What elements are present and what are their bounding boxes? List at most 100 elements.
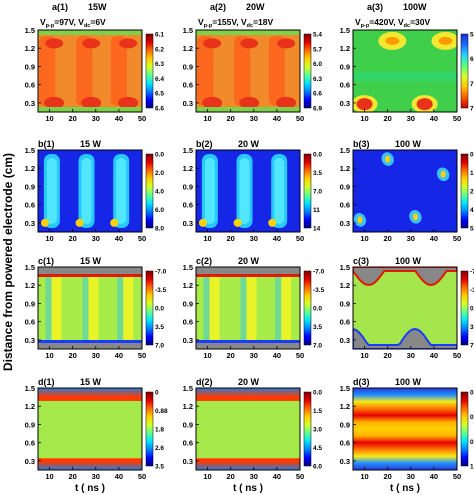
colorbar-label: 6.6 xyxy=(313,91,322,98)
panel-power: 15 W xyxy=(80,377,102,387)
panel-b2: 10 20 30 40 50 0.3 0.6 0.9 1.2 1.5 0.0 3.5 7.0 11 14 b(… xyxy=(183,139,323,243)
panel-tag: a(2) xyxy=(210,2,226,12)
panel-power: 100 W xyxy=(395,256,422,266)
panel-tag: b(1) xyxy=(38,139,55,149)
panel-c2: 10 20 30 40 50 0.3 0.6 0.9 1.2 1.5 -7.0 -3.5 0.0 3.5 7… xyxy=(183,256,325,360)
x-tick-label: 30 xyxy=(407,114,415,123)
panel-power: 100 W xyxy=(395,377,422,387)
field-hotspot xyxy=(239,96,260,109)
colorbar-label: 7.0 xyxy=(313,343,322,350)
colorbar xyxy=(303,153,312,229)
x-tick-label: 30 xyxy=(250,472,258,481)
field-hotspot xyxy=(268,218,277,227)
colorbar-label: 0.0 xyxy=(155,152,164,159)
plot-frame xyxy=(37,29,143,113)
colorbar-label: 6.0 xyxy=(313,61,322,68)
field-column xyxy=(110,36,127,106)
panel-power: 15W xyxy=(88,2,107,12)
plot-frame xyxy=(352,387,458,471)
plot-frame xyxy=(352,266,458,350)
x-tick-label: 10 xyxy=(45,472,53,481)
field-hotspot xyxy=(198,218,207,227)
panel-a2: 10 20 30 40 50 0.3 0.6 0.9 1.2 1.5 5.4 5.7 6.0 6.3 6.6… xyxy=(183,2,323,123)
colorbar-label: 3.5 xyxy=(470,324,474,331)
y-tick-label: 0.9 xyxy=(183,182,193,191)
plot-frame xyxy=(37,387,143,471)
x-tick-label: 40 xyxy=(273,351,281,360)
x-tick-label: 40 xyxy=(430,351,438,360)
colorbar-label: 6.0 xyxy=(313,464,322,471)
panel-condition: Vp-p=420V, Vdc=30V xyxy=(355,17,431,29)
y-tick-label: 1.2 xyxy=(340,164,350,173)
x-tick-label: 20 xyxy=(226,114,234,123)
colorbar-label: 3.5 xyxy=(155,324,164,331)
y-tick-label: 1.5 xyxy=(25,146,35,155)
x-tick-label: 20 xyxy=(68,114,76,123)
colorbar xyxy=(303,391,312,467)
x-tick-label: 30 xyxy=(407,472,415,481)
x-tick-label: 30 xyxy=(92,351,100,360)
colorbar xyxy=(460,153,469,229)
y-tick-label: 0.6 xyxy=(183,439,193,448)
heatmap-field xyxy=(353,150,457,232)
x-tick-label: 20 xyxy=(226,234,234,243)
x-tick-label: 20 xyxy=(383,114,391,123)
plot-frame xyxy=(352,149,458,233)
x-tick-label: 50 xyxy=(138,114,146,123)
colorbar-label: -3.5 xyxy=(470,287,474,294)
field-column xyxy=(88,275,99,341)
colorbar-label: 11 xyxy=(313,207,320,214)
x-tick-label: 40 xyxy=(273,114,281,123)
colorbar xyxy=(460,33,469,109)
colorbar-label: 7.8 xyxy=(470,106,474,113)
x-tick-label: 20 xyxy=(383,351,391,360)
y-tick-label: 0.3 xyxy=(25,99,35,108)
x-tick-label: 50 xyxy=(138,234,146,243)
colorbar-label: 0.50 xyxy=(470,439,474,446)
colorbar-label: 0.88 xyxy=(155,408,168,415)
colorbar-label: 5.5 xyxy=(470,226,474,233)
x-tick-label: 30 xyxy=(407,234,415,243)
field-band xyxy=(38,396,142,401)
colorbar xyxy=(145,391,154,467)
x-axis-label: t ( ns ) xyxy=(75,483,105,494)
colorbar-label: 3.5 xyxy=(155,464,164,471)
heatmap-field xyxy=(353,267,457,349)
y-tick-label: 0.9 xyxy=(25,62,35,71)
colorbar-label: 6.5 xyxy=(155,91,164,98)
y-tick-label: 0.3 xyxy=(340,457,350,466)
heatmap-field xyxy=(196,267,300,349)
y-tick-label: 0.6 xyxy=(340,201,350,210)
plot-frame xyxy=(195,149,301,233)
colorbar-label: -7.0 xyxy=(470,269,474,276)
sheath-edge xyxy=(196,340,300,343)
field-hotspot xyxy=(81,96,102,109)
colorbar xyxy=(145,153,154,229)
field-column xyxy=(45,275,52,341)
field-edge xyxy=(196,30,300,35)
colorbar-label: 2.7 xyxy=(470,189,474,196)
field-column xyxy=(82,275,89,341)
panel-power: 20 W xyxy=(238,139,260,149)
colorbar-label: -7.0 xyxy=(155,269,167,276)
colorbar-label: 6.4 xyxy=(155,76,164,83)
field-hotspot xyxy=(203,38,222,49)
field-core xyxy=(81,158,92,224)
sheath-edge xyxy=(38,340,142,343)
heatmap-field xyxy=(196,150,300,232)
x-tick-label: 40 xyxy=(430,114,438,123)
y-tick-label: 1.5 xyxy=(340,384,350,393)
x-tick-label: 30 xyxy=(250,234,258,243)
y-tick-label: 1.5 xyxy=(340,26,350,35)
x-tick-label: 10 xyxy=(360,472,368,481)
heatmap-field xyxy=(38,150,142,232)
y-tick-label: 1.5 xyxy=(25,263,35,272)
colorbar-label: 6.2 xyxy=(155,46,164,53)
field-column xyxy=(240,275,247,341)
y-tick-label: 0.3 xyxy=(25,219,35,228)
colorbar-label: 4.0 xyxy=(155,189,164,196)
y-tick-label: 0.3 xyxy=(183,219,193,228)
y-tick-label: 1.2 xyxy=(183,281,193,290)
y-tick-label: 1.5 xyxy=(183,263,193,272)
field-core xyxy=(46,158,57,224)
